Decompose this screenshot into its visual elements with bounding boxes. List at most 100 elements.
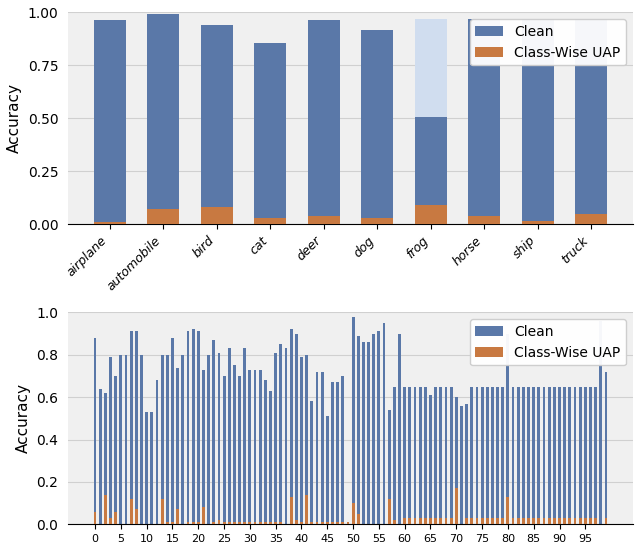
Bar [233, 365, 236, 525]
Bar [192, 522, 195, 525]
Bar [470, 518, 473, 525]
Bar [445, 518, 447, 525]
Bar [501, 518, 504, 525]
Bar [450, 387, 452, 525]
Bar [295, 333, 298, 525]
Bar [331, 382, 334, 525]
Bar [238, 522, 241, 525]
Bar [147, 209, 179, 224]
Bar [181, 355, 184, 525]
Bar [419, 387, 422, 525]
Bar [161, 355, 164, 525]
Bar [470, 387, 473, 525]
Bar [522, 20, 554, 224]
Bar [321, 372, 324, 525]
Bar [310, 522, 313, 525]
Bar [594, 387, 597, 525]
Bar [120, 355, 122, 525]
Bar [316, 372, 318, 525]
Bar [491, 387, 494, 525]
Bar [109, 357, 112, 525]
Bar [440, 518, 442, 525]
Bar [310, 402, 313, 525]
Bar [527, 387, 530, 525]
Bar [413, 387, 417, 525]
Bar [415, 117, 447, 224]
Bar [579, 387, 582, 525]
Bar [558, 387, 561, 525]
Y-axis label: Accuracy: Accuracy [7, 83, 22, 153]
Bar [522, 19, 554, 224]
Bar [135, 332, 138, 525]
Bar [125, 355, 127, 525]
Bar [361, 30, 394, 224]
Bar [393, 387, 396, 525]
Bar [388, 410, 390, 525]
Bar [486, 518, 489, 525]
Bar [398, 333, 401, 525]
Bar [481, 518, 484, 525]
Bar [522, 518, 525, 525]
Bar [403, 518, 406, 525]
Bar [506, 497, 509, 525]
Bar [147, 14, 179, 224]
Bar [321, 522, 324, 525]
Bar [378, 332, 380, 525]
Bar [429, 395, 432, 525]
Bar [341, 376, 344, 525]
Bar [308, 20, 340, 224]
Bar [455, 397, 458, 525]
Bar [511, 387, 515, 525]
Bar [575, 20, 607, 224]
Bar [573, 387, 577, 525]
Bar [383, 323, 385, 525]
Bar [538, 518, 540, 525]
Bar [408, 518, 412, 525]
Bar [223, 522, 225, 525]
Bar [548, 518, 550, 525]
Bar [285, 348, 287, 525]
Bar [326, 416, 329, 525]
Bar [264, 522, 267, 525]
Bar [361, 218, 394, 224]
Bar [228, 348, 230, 525]
Bar [238, 376, 241, 525]
Bar [93, 222, 126, 224]
Bar [218, 520, 220, 525]
Bar [197, 332, 200, 525]
Bar [254, 42, 286, 224]
Bar [201, 25, 233, 224]
Bar [468, 217, 500, 224]
Bar [290, 497, 292, 525]
Bar [579, 518, 582, 525]
Bar [254, 218, 286, 224]
Bar [171, 338, 174, 525]
Bar [248, 522, 252, 525]
Bar [575, 214, 607, 224]
Bar [563, 518, 566, 525]
Bar [460, 406, 463, 525]
Bar [511, 518, 515, 525]
Bar [300, 522, 303, 525]
Bar [367, 342, 370, 525]
Bar [280, 522, 282, 525]
Bar [455, 488, 458, 525]
Bar [486, 387, 489, 525]
Bar [445, 387, 447, 525]
Bar [413, 518, 417, 525]
Bar [408, 387, 412, 525]
Bar [568, 518, 572, 525]
Bar [419, 518, 422, 525]
Bar [558, 518, 561, 525]
Bar [543, 387, 545, 525]
Bar [212, 340, 215, 525]
Bar [362, 342, 365, 525]
Bar [450, 518, 452, 525]
Bar [201, 207, 233, 224]
Bar [429, 518, 432, 525]
Bar [600, 321, 602, 525]
Bar [351, 317, 355, 525]
Bar [308, 217, 340, 224]
Bar [130, 499, 132, 525]
Bar [605, 372, 607, 525]
